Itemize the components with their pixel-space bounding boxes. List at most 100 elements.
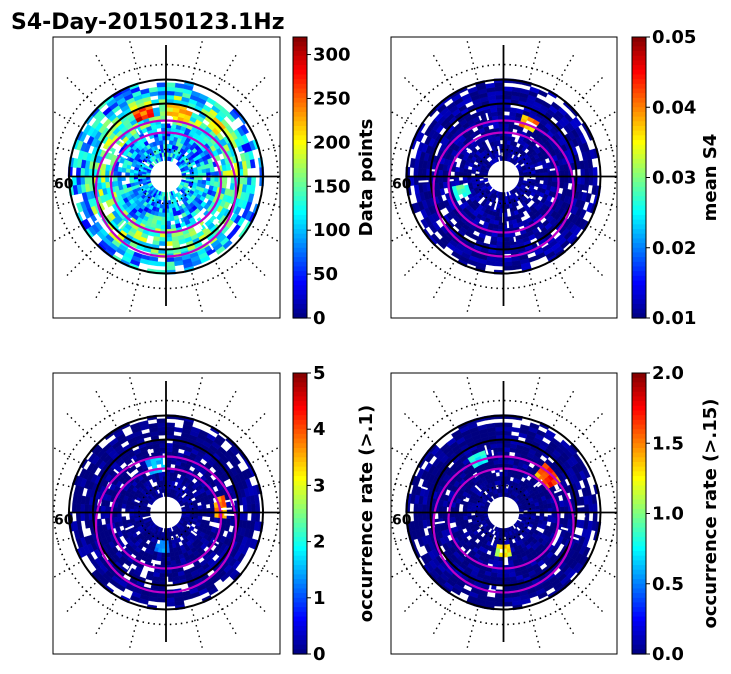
heatmap-cell <box>438 512 443 520</box>
heatmap-cell <box>165 111 173 116</box>
colorbar-segment <box>632 433 646 440</box>
colorbar-label: Data points <box>356 119 377 237</box>
grid-spoke <box>53 110 80 128</box>
colorbar-segment <box>293 97 307 104</box>
heatmap-cell <box>537 89 549 98</box>
colorbar-tick-label: 0.03 <box>652 168 696 189</box>
heatmap-cell <box>495 212 501 218</box>
heatmap-cell <box>104 517 111 525</box>
colorbar-segment <box>632 574 646 580</box>
heatmap-cell <box>165 442 174 448</box>
grid-spoke <box>252 109 280 128</box>
heatmap-cell <box>168 139 174 145</box>
data-gap <box>463 498 469 503</box>
colorbar-segment <box>632 177 646 183</box>
colorbar-segment <box>293 60 307 66</box>
heatmap-cell <box>75 503 81 513</box>
colorbar-segment <box>632 438 646 444</box>
colorbar-segment <box>293 588 307 594</box>
colorbar-segment <box>293 219 307 225</box>
heatmap-cell <box>84 519 91 529</box>
colorbar-segment <box>632 313 646 319</box>
heatmap-cell <box>588 167 594 177</box>
colorbar-segment <box>632 186 646 193</box>
heatmap-cell <box>201 179 207 185</box>
grid-spoke <box>573 413 603 443</box>
grid-spoke <box>95 54 117 91</box>
colorbar-segment <box>293 74 307 80</box>
heatmap-cell <box>438 505 443 513</box>
heatmap-cell <box>506 191 510 197</box>
heatmap-cell <box>115 583 126 592</box>
heatmap-cell <box>564 512 569 520</box>
heatmap-cell <box>503 94 512 100</box>
heatmap-cell <box>142 432 152 439</box>
heatmap-cell <box>75 512 81 522</box>
heatmap-cell <box>165 257 175 263</box>
grid-spoke <box>262 481 280 488</box>
colorbar-tick-label: 0.04 <box>652 97 696 118</box>
grid-spoke <box>129 608 141 648</box>
heatmap-cell <box>503 593 513 599</box>
colorbar-segment <box>293 569 307 575</box>
data-gap <box>560 526 569 531</box>
grid-spoke <box>129 272 141 312</box>
latitude-label: 60 <box>54 513 74 529</box>
colorbar-segment <box>293 233 307 239</box>
heatmap-cell <box>582 546 591 558</box>
heatmap-cell <box>168 475 174 481</box>
heatmap-cell <box>75 167 81 177</box>
colorbar-segment <box>632 593 646 599</box>
heatmap-cell <box>141 514 147 518</box>
heatmap-cell <box>157 430 167 436</box>
colorbar-segment <box>632 555 646 561</box>
data-gap <box>192 489 197 494</box>
grid-spoke <box>589 225 617 243</box>
colorbar-tick-label: 150 <box>313 176 351 197</box>
data-gap <box>220 507 232 511</box>
heatmap-cell <box>100 512 106 520</box>
colorbar-segment <box>632 471 646 477</box>
colorbar-segment <box>293 308 307 314</box>
colorbar-segment <box>632 611 646 618</box>
colorbar-segment <box>293 579 307 585</box>
colorbar-segment <box>632 625 646 632</box>
colorbar-segment <box>632 396 646 402</box>
grid-spoke <box>552 262 575 299</box>
colorbar-segment <box>293 541 307 547</box>
colorbar-segment <box>293 168 307 174</box>
colorbar-segment <box>632 60 646 66</box>
heatmap-cell <box>159 447 167 452</box>
heatmap-cell <box>165 426 175 432</box>
colorbar-segment <box>293 485 307 491</box>
grid-spoke <box>391 446 418 464</box>
colorbar-segment <box>632 93 646 99</box>
heatmap-cell <box>580 176 586 185</box>
heatmap-cell <box>487 558 495 565</box>
colorbar-segment <box>293 210 307 216</box>
heatmap-cell <box>506 475 511 481</box>
data-gap <box>181 492 187 499</box>
heatmap-cell <box>496 237 504 242</box>
grid-spoke <box>573 246 603 276</box>
colorbar-tick-label: 3 <box>313 475 326 496</box>
colorbar-segment <box>632 649 646 655</box>
colorbar-segment <box>632 303 646 310</box>
heatmap-cell <box>165 261 176 267</box>
heatmap-cell <box>496 208 501 214</box>
colorbar-segment <box>632 163 646 169</box>
data-gap <box>194 218 204 230</box>
colorbar-segment <box>293 191 307 197</box>
data-gap <box>493 199 499 211</box>
colorbar-segment <box>632 579 646 585</box>
data-gap <box>206 239 214 251</box>
heatmap-cell <box>531 179 536 184</box>
latitude-label: 60 <box>54 177 74 193</box>
heatmap-cell <box>158 241 167 247</box>
grid-spoke <box>53 225 80 243</box>
heatmap-cell <box>100 499 107 507</box>
heatmap-cell <box>438 169 443 177</box>
heatmap-cell <box>564 176 569 184</box>
colorbar-segment <box>293 266 307 272</box>
